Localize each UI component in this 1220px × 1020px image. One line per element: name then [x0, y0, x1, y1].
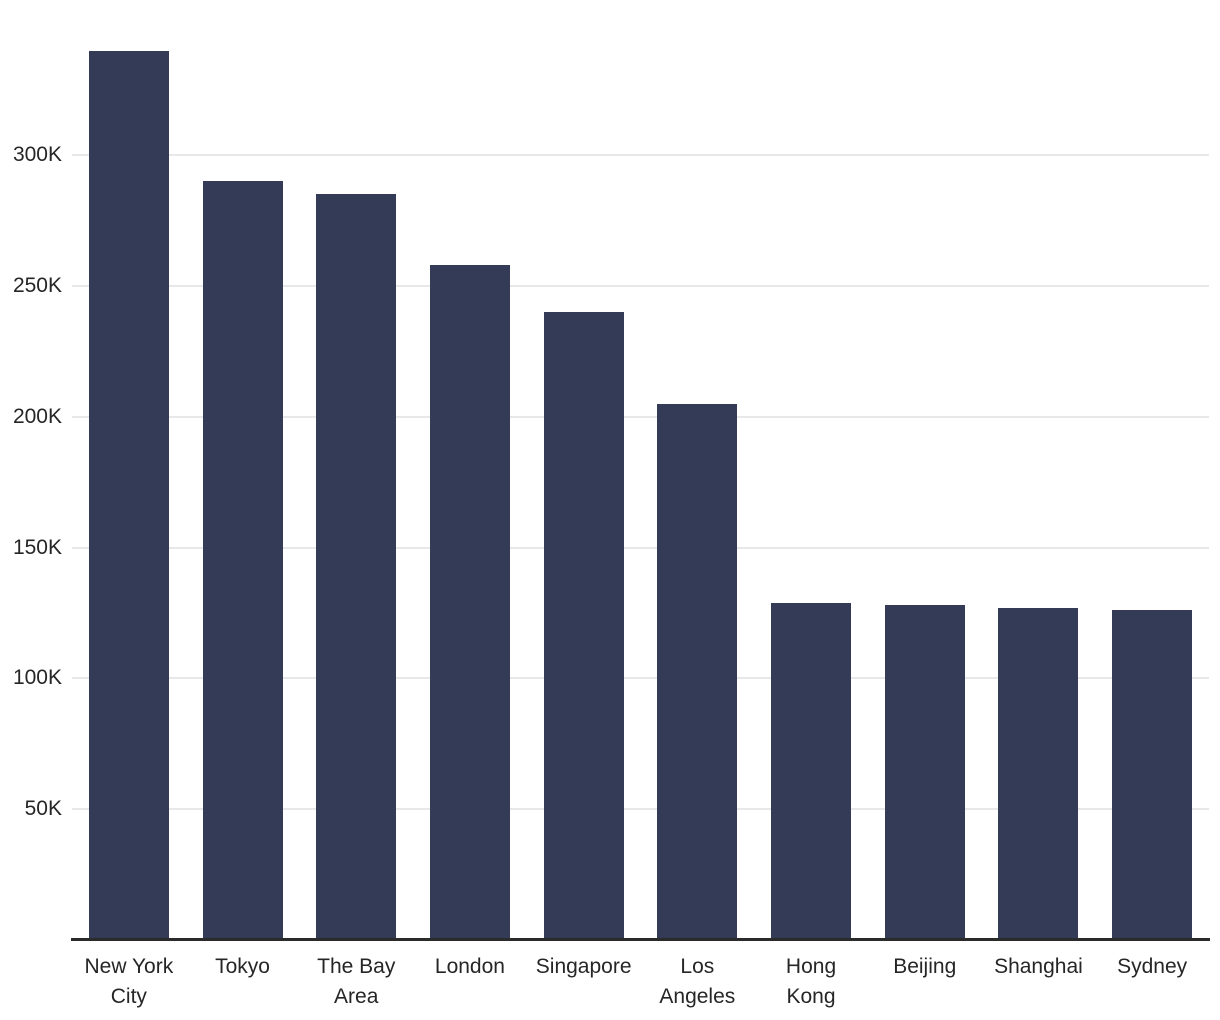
- x-axis-line: [71, 938, 1210, 941]
- bar: [543, 312, 624, 940]
- bar: [657, 403, 738, 940]
- y-tick-label: 150K: [12, 535, 62, 559]
- bar: [429, 265, 510, 940]
- x-tick-label: The Bay Area: [317, 955, 396, 1008]
- x-tick-label: Beijing: [893, 955, 957, 978]
- gridline: [72, 285, 1209, 287]
- gridline: [72, 808, 1209, 811]
- y-tick-label: 100K: [12, 666, 62, 690]
- bar: [88, 50, 169, 940]
- y-tick-label: 250K: [12, 274, 62, 297]
- x-tick-label: New York City: [84, 955, 174, 1008]
- x-tick-label: Hong Kong: [785, 955, 837, 1008]
- bar: [202, 181, 283, 940]
- gridline: [72, 415, 1209, 418]
- x-tick-label: London: [434, 955, 505, 978]
- y-tick-label: 300K: [12, 143, 62, 167]
- x-tick-label: Shanghai: [994, 955, 1083, 978]
- x-tick-label: Sydney: [1117, 955, 1188, 978]
- y-tick-label: 50K: [24, 797, 62, 821]
- gridline: [72, 546, 1209, 549]
- x-tick-label: Singapore: [535, 955, 632, 978]
- gridline: [72, 677, 1209, 680]
- bar: [884, 605, 965, 940]
- gridline: [72, 154, 1209, 157]
- y-tick-label: 200K: [12, 404, 62, 428]
- bar: [316, 194, 397, 940]
- bar: [998, 607, 1079, 940]
- bar: [771, 602, 852, 940]
- x-tick-label: Los Angeles: [659, 955, 736, 1008]
- x-tick-label: Tokyo: [215, 955, 270, 978]
- bar: [1112, 610, 1193, 940]
